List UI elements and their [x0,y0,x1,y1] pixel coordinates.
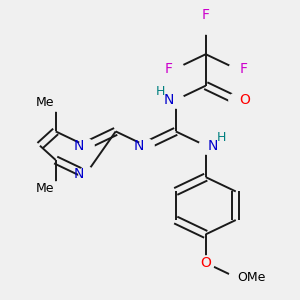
Text: H: H [155,85,165,98]
Text: N: N [74,167,84,181]
Text: O: O [200,256,211,270]
Text: N: N [74,139,84,153]
Text: OMe: OMe [237,271,266,284]
Text: N: N [134,139,144,153]
Text: H: H [217,130,226,144]
Text: Me: Me [36,96,54,109]
Text: O: O [239,93,250,107]
Text: Me: Me [36,182,54,195]
Text: N: N [207,139,218,153]
Text: N: N [164,93,174,107]
Text: F: F [239,61,247,76]
Text: F: F [164,61,172,76]
Text: F: F [202,8,210,22]
